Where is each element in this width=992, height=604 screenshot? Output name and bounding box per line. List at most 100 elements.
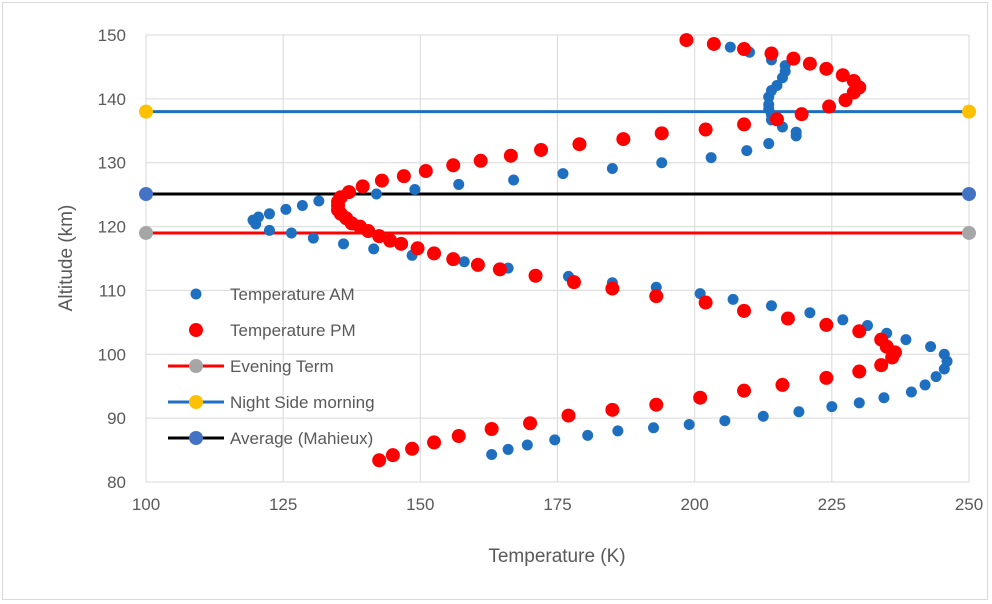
data-point [786,51,801,66]
data-point [905,386,917,398]
data-point [775,377,790,392]
data-point [656,157,668,169]
data-point [446,252,461,267]
data-point [794,107,809,122]
data-markers [247,33,953,468]
data-point [780,311,795,326]
data-point [706,36,721,51]
data-point [919,379,931,391]
data-point [307,232,319,244]
data-point [698,295,713,310]
legend-entry: Evening Term [168,357,334,376]
y-axis-title: Altitude (km) [56,205,77,312]
legend: Temperature AM Temperature PM Evening Term… [168,285,375,448]
legend-label: Evening Term [230,357,334,376]
data-point [764,46,779,61]
x-tick-label: 200 [680,495,708,514]
data-point [549,434,561,446]
y-tick-label: 80 [107,473,126,492]
y-tick-label: 120 [98,218,126,237]
data-point [372,229,387,244]
data-point [605,402,620,417]
legend-entry: Temperature PM [189,321,356,340]
data-point [737,42,752,57]
data-point [874,358,889,373]
data-point [654,126,669,141]
data-point [370,188,382,200]
data-point [409,184,421,196]
x-tick-label: 100 [132,495,160,514]
data-point [484,421,499,436]
legend-marker-swatch [190,288,202,300]
data-point [874,332,889,347]
series-line-endpoint [962,187,976,202]
data-point [763,138,775,150]
series-line-endpoint [139,104,153,119]
data-point [683,419,695,431]
data-point [523,416,538,431]
tick-labels: 100 125 150 175 200 225 250 80 90 100 110 120 130 140… [98,26,984,514]
data-point [819,370,834,385]
legend-entry: Night Side morning [168,393,375,412]
data-point [453,178,465,190]
data-point [846,73,861,88]
x-tick-label: 175 [543,495,571,514]
legend-entry: Temperature AM [190,285,355,304]
data-point [473,153,488,168]
data-point [342,185,357,200]
data-point [338,238,350,250]
data-point [765,300,777,312]
data-point [737,383,752,398]
data-point [741,145,753,157]
data-point [835,68,850,83]
x-tick-label: 225 [818,495,846,514]
data-point [572,137,587,152]
data-point [280,203,292,215]
y-tick-label: 110 [99,281,126,300]
legend-label: Temperature PM [230,321,356,340]
data-point [819,61,834,76]
legend-marker-swatch [189,395,203,409]
data-point [557,168,569,180]
data-point [771,79,783,91]
y-tick-label: 100 [98,345,126,364]
data-point [528,268,543,283]
data-point [693,390,708,405]
series-line-endpoint [139,187,153,202]
legend-label: Temperature AM [230,285,355,304]
data-point [313,195,325,207]
data-point [648,422,660,434]
data-point [263,208,275,220]
x-tick-label: 150 [406,495,434,514]
data-point [737,117,752,132]
data-point [374,173,389,188]
data-point [582,429,594,441]
legend-marker-swatch [189,359,203,373]
data-point [719,415,731,427]
data-point [405,441,420,456]
data-point [394,236,409,251]
data-point [852,324,867,339]
series-line-endpoint [139,225,153,240]
data-point [561,408,576,423]
data-point [508,174,520,186]
data-point [385,448,400,463]
data-point [705,152,717,164]
data-point [605,281,620,296]
legend-label: Average (Mahieux) [230,429,373,448]
data-point [458,256,470,268]
data-point [900,334,912,346]
x-tick-label: 125 [269,495,297,514]
data-point [938,348,950,360]
data-point [252,211,264,223]
data-point [296,199,308,211]
data-point [606,162,618,174]
data-point [372,453,387,468]
data-point [878,392,890,404]
legend-entry: Average (Mahieux) [168,429,373,448]
data-point [769,112,784,127]
data-point [737,303,752,318]
data-point [470,257,485,272]
data-point [355,179,370,194]
